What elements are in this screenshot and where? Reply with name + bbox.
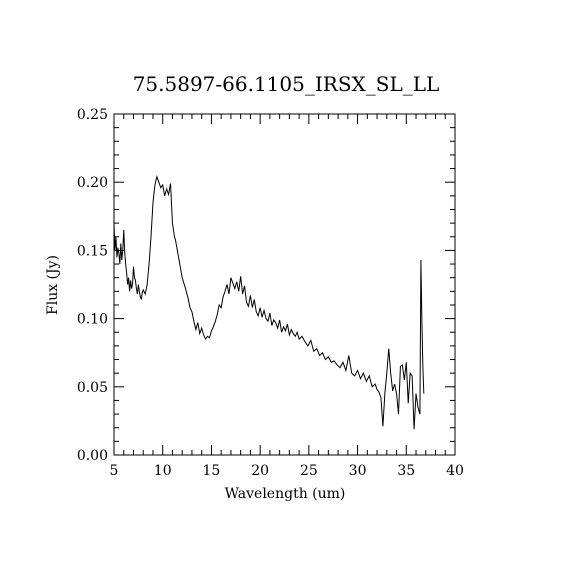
x-axis-label: Wavelength (um): [225, 486, 346, 502]
x-tick-label: 25: [300, 463, 318, 479]
x-tick-label: 15: [203, 463, 221, 479]
chart-title: 75.5897-66.1105_IRSX_SL_LL: [133, 72, 440, 96]
x-tick-label: 35: [397, 463, 415, 479]
y-axis-label: Flux (Jy): [45, 255, 61, 315]
plot-frame: [113, 113, 456, 456]
x-tick-label: 40: [446, 463, 464, 479]
y-tick-label: 0.00: [77, 448, 108, 464]
x-tick-label: 5: [110, 463, 119, 479]
x-tick-label: 10: [154, 463, 172, 479]
y-tick-label: 0.25: [77, 107, 108, 123]
y-tick-label: 0.20: [77, 175, 108, 191]
y-tick-label: 0.10: [77, 312, 108, 328]
y-tick-label: 0.05: [77, 380, 108, 396]
y-tick-labels: 0.00 0.05 0.10 0.15 0.20 0.25: [77, 107, 108, 464]
series-line: [113, 174, 425, 430]
y-tick-label: 0.15: [77, 243, 108, 259]
axis-ticks: [113, 113, 456, 456]
x-tick-labels: 5 10 15 20 25 30 35 40: [110, 463, 464, 479]
x-tick-label: 30: [349, 463, 367, 479]
x-tick-label: 20: [251, 463, 269, 479]
